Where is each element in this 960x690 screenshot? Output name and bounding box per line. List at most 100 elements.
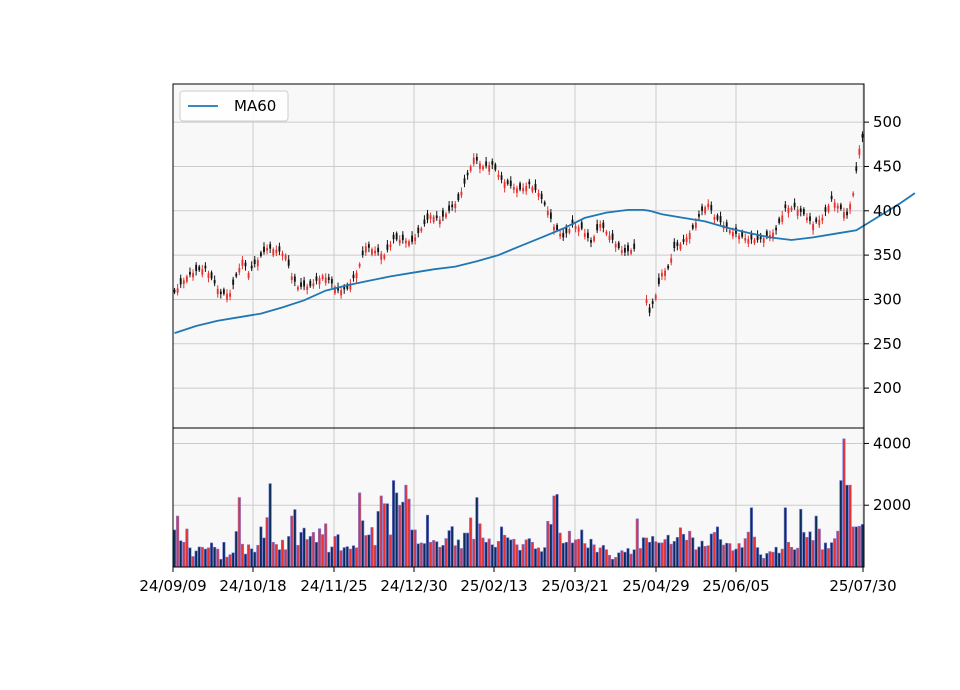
volume-bar: [355, 547, 359, 568]
volume-bar: [555, 494, 559, 568]
candle-body: [327, 277, 330, 280]
candle-body: [778, 218, 781, 223]
candle-body: [688, 232, 691, 240]
candle-body: [506, 180, 509, 184]
volume-bar: [589, 538, 593, 568]
candle-body: [198, 266, 201, 271]
volume-bar: [231, 552, 235, 568]
candle-body: [568, 229, 571, 233]
date-axis: 24/09/09 24/10/18 24/11/25 24/12/30 25/02/13…: [139, 567, 897, 595]
volume-bar: [527, 538, 531, 568]
candle-body: [364, 246, 367, 253]
candle-body: [534, 183, 537, 191]
candle-body: [263, 246, 265, 253]
volume-bar: [654, 541, 658, 568]
volume-bar: [447, 530, 451, 568]
volume-bar: [213, 546, 217, 568]
candle-body: [802, 209, 805, 215]
volume-bar: [339, 550, 343, 568]
candle-body: [438, 219, 441, 225]
volume-axis: 2000 4000: [864, 434, 911, 514]
candle-body: [213, 279, 216, 284]
candle-body: [559, 233, 562, 237]
volume-bar: [586, 547, 590, 568]
volume-bar: [284, 549, 288, 568]
volume-bar: [361, 520, 365, 568]
candle-body: [858, 148, 861, 155]
volume-bar: [836, 530, 840, 568]
volume-bar: [305, 539, 309, 568]
candle-body: [852, 193, 855, 196]
volume-bar: [197, 546, 201, 568]
volume-bar: [786, 541, 790, 568]
volume-bar: [515, 544, 519, 568]
volume-bar: [518, 550, 522, 568]
volume-bar: [268, 483, 272, 568]
volume-bar: [499, 526, 504, 568]
volume-bar: [756, 547, 760, 568]
candle-body: [839, 204, 842, 210]
candle-body: [334, 287, 336, 294]
volume-bar: [675, 537, 679, 568]
candle-body: [241, 259, 244, 266]
candle-body: [531, 187, 534, 192]
candle-body: [451, 204, 454, 208]
candle-body: [546, 210, 549, 216]
volume-bar: [225, 556, 229, 568]
volume-bar: [222, 541, 226, 568]
volume-bar: [814, 515, 818, 568]
price-tick-label: 200: [873, 379, 902, 397]
candle-body: [398, 239, 401, 244]
candle-body: [343, 286, 346, 290]
candle-body: [238, 267, 241, 273]
volume-bar: [620, 550, 624, 568]
candle-body: [624, 248, 626, 253]
candle-body: [259, 252, 262, 256]
volume-bar: [512, 538, 516, 568]
candle-body: [466, 172, 469, 176]
candle-body: [815, 218, 818, 223]
volume-bar: [370, 527, 374, 568]
volume-panel-frame: [172, 427, 865, 568]
candle-body: [710, 205, 713, 211]
volume-bar: [444, 538, 448, 568]
candle-body: [303, 280, 306, 287]
volume-bar: [364, 535, 368, 568]
volume-bar: [351, 545, 355, 568]
candle-body: [750, 233, 753, 240]
volume-bar: [845, 484, 849, 568]
volume-bar: [358, 492, 362, 568]
candle-body: [247, 272, 250, 279]
price-tick-label: 250: [873, 335, 902, 353]
candle-body: [611, 233, 614, 240]
candle-body: [389, 244, 392, 248]
candle-body: [207, 273, 210, 278]
volume-bar: [373, 545, 377, 568]
volume-bar: [570, 542, 575, 568]
volume-bar: [752, 536, 757, 568]
volume-bar: [280, 539, 285, 568]
volume-bar: [392, 480, 396, 568]
volume-bar: [429, 541, 433, 568]
price-tick-label: 350: [873, 246, 902, 264]
volume-bar: [833, 538, 837, 568]
volume-bar: [243, 553, 248, 568]
volume-bar: [564, 541, 568, 568]
volume-bar: [173, 529, 177, 568]
volume-bar: [860, 524, 864, 568]
candle-body: [691, 224, 694, 229]
candle-body: [488, 165, 491, 172]
volume-bar: [617, 552, 621, 568]
volume-bar: [336, 534, 340, 568]
candle-body: [846, 211, 848, 216]
volume-bar: [404, 484, 408, 568]
candle-body: [235, 273, 238, 277]
volume-bar: [407, 498, 411, 568]
volume-bar: [247, 544, 251, 568]
candle-body: [173, 289, 176, 293]
date-tick-label: 25/04/29: [622, 577, 689, 595]
candle-body: [423, 219, 426, 225]
volume-bar: [537, 547, 541, 568]
date-tick-label: 24/10/18: [219, 577, 286, 595]
volume-bar: [481, 537, 485, 568]
